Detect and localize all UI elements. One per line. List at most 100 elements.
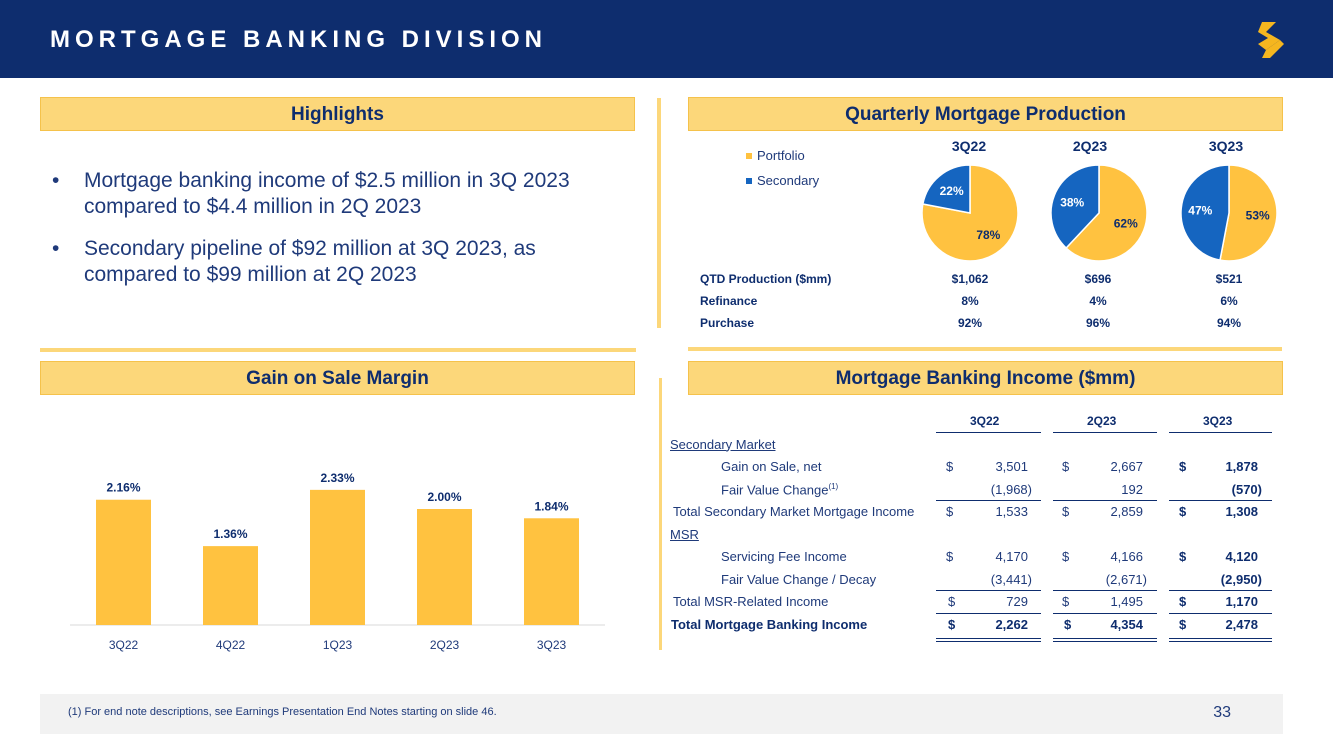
data-label: 2.16% <box>106 481 140 495</box>
cell: 2,478 <box>1225 616 1258 632</box>
bullet-marker: • <box>52 237 60 260</box>
cell: 729 <box>1006 594 1028 609</box>
divider-horizontal-right <box>688 347 1282 351</box>
bar <box>310 489 365 625</box>
row-label: QTD Production ($mm) <box>700 272 832 286</box>
mbi-row: Gain on Sale, net $ 3,501 $ 2,667 $ 1,87… <box>668 455 1283 478</box>
legend-swatch-portfolio <box>746 152 752 159</box>
rule <box>1053 432 1157 433</box>
dollar-sign: $ <box>1179 549 1187 564</box>
cell: 4,120 <box>1225 549 1258 564</box>
cell: (3,441) <box>990 571 1032 587</box>
pie-title: 3Q22 <box>951 138 987 154</box>
production-header: Quarterly Mortgage Production <box>688 97 1283 131</box>
highlight-text-line: compared to $99 million at 2Q 2023 <box>84 263 417 286</box>
pie-label-portfolio: 62% <box>1114 217 1138 231</box>
dollar-sign: $ <box>1064 616 1072 632</box>
highlight-item: • Secondary pipeline of $92 million at 3… <box>52 236 622 288</box>
rule <box>1169 432 1272 433</box>
rule <box>936 590 1041 591</box>
column-header: 3Q23 <box>1203 414 1233 428</box>
section-label: Secondary Market <box>670 436 776 452</box>
cell: 1,878 <box>1225 459 1258 474</box>
rule <box>1169 500 1272 501</box>
rule <box>936 432 1041 433</box>
x-tick-label: 3Q23 <box>537 638 567 652</box>
double-rule <box>936 638 1041 642</box>
dollar-sign: $ <box>1062 459 1070 474</box>
highlights-header: Highlights <box>40 97 635 131</box>
bar <box>96 499 151 625</box>
row-label: Fair Value Change(1) <box>721 482 838 497</box>
dollar-sign: $ <box>948 616 956 632</box>
row-label: Total MSR-Related Income <box>673 594 829 609</box>
double-rule <box>1053 638 1157 642</box>
rule <box>1053 590 1157 591</box>
divider-vertical-top <box>657 98 661 328</box>
label-text: Fair Value Change <box>721 481 829 497</box>
mbi-row: Secondary Market <box>668 433 1283 456</box>
pie-label-portfolio: 53% <box>1246 209 1270 223</box>
cell: 1,170 <box>1225 594 1258 609</box>
cell: 1,308 <box>1225 504 1258 519</box>
cell: 8% <box>961 294 979 308</box>
legend-portfolio: Portfolio <box>746 148 805 163</box>
cell: 4,354 <box>1110 616 1143 632</box>
cell: $1,062 <box>951 272 989 286</box>
row-label: Gain on Sale, net <box>721 459 822 474</box>
pie-title: 2Q23 <box>1072 138 1108 154</box>
cell: 4,166 <box>1110 549 1143 564</box>
mbi-row: Servicing Fee Income $ 4,170 $ 4,166 $ 4… <box>668 545 1283 568</box>
highlight-text-line: compared to $4.4 million in 2Q 2023 <box>84 195 422 218</box>
cell: (1,968) <box>990 481 1032 497</box>
rule <box>1169 613 1272 614</box>
cell: 4,170 <box>995 549 1028 564</box>
column-header: 2Q23 <box>1087 414 1117 428</box>
pie-slice-secondary <box>1050 164 1100 250</box>
mbi-header-row: 3Q22 2Q23 3Q23 <box>668 410 1283 433</box>
production-row: QTD Production ($mm) $1,062 $696 $521 <box>700 270 1280 292</box>
rule <box>936 500 1041 501</box>
dollar-sign: $ <box>946 459 954 474</box>
mbi-row: MSR <box>668 523 1283 546</box>
cell: 192 <box>1121 481 1143 497</box>
production-row: Purchase 92% 96% 94% <box>700 314 1280 336</box>
dollar-sign: $ <box>1179 616 1187 632</box>
cell: (2,950) <box>1220 571 1262 587</box>
pie-title: 3Q23 <box>1208 138 1244 154</box>
dollar-sign: $ <box>1062 594 1070 609</box>
page-number: 33 <box>1213 704 1231 721</box>
dollar-sign: $ <box>946 549 954 564</box>
bar <box>417 509 472 625</box>
dollar-sign: $ <box>1062 549 1070 564</box>
page-title: MORTGAGE BANKING DIVISION <box>50 26 548 53</box>
cell: 4% <box>1089 294 1107 308</box>
x-tick-label: 4Q22 <box>216 638 246 652</box>
x-tick-label: 1Q23 <box>323 638 353 652</box>
gain-on-sale-header: Gain on Sale Margin <box>40 361 635 395</box>
header-bar: MORTGAGE BANKING DIVISION <box>0 0 1333 78</box>
cell: $521 <box>1215 272 1243 286</box>
production-table: QTD Production ($mm) $1,062 $696 $521 Re… <box>700 270 1280 336</box>
pie-slice-portfolio <box>1065 164 1148 262</box>
dollar-sign: $ <box>948 594 956 609</box>
cell: 92% <box>957 316 983 330</box>
cell: 3,501 <box>995 459 1028 474</box>
mbi-row: Total Secondary Market Mortgage Income $… <box>668 500 1283 523</box>
highlight-item: • Mortgage banking income of $2.5 millio… <box>52 168 622 220</box>
company-logo-icon <box>1258 22 1284 58</box>
double-rule <box>1169 638 1272 642</box>
bar <box>524 518 579 625</box>
dollar-sign: $ <box>1179 459 1187 474</box>
data-label: 1.36% <box>213 527 247 541</box>
pie-label-secondary: 38% <box>1060 195 1084 209</box>
cell: 2,667 <box>1110 459 1143 474</box>
x-tick-label: 2Q23 <box>430 638 460 652</box>
pie-chart-3q22: 78% 22% <box>921 164 1019 262</box>
mbi-row: Total MSR-Related Income $ 729 $ 1,495 $… <box>668 590 1283 613</box>
section-label: MSR <box>670 526 699 542</box>
bullet-marker: • <box>52 169 60 192</box>
cell: 6% <box>1220 294 1238 308</box>
pie-label-secondary: 22% <box>940 184 964 198</box>
mbi-row: Fair Value Change / Decay (3,441) (2,671… <box>668 568 1283 591</box>
